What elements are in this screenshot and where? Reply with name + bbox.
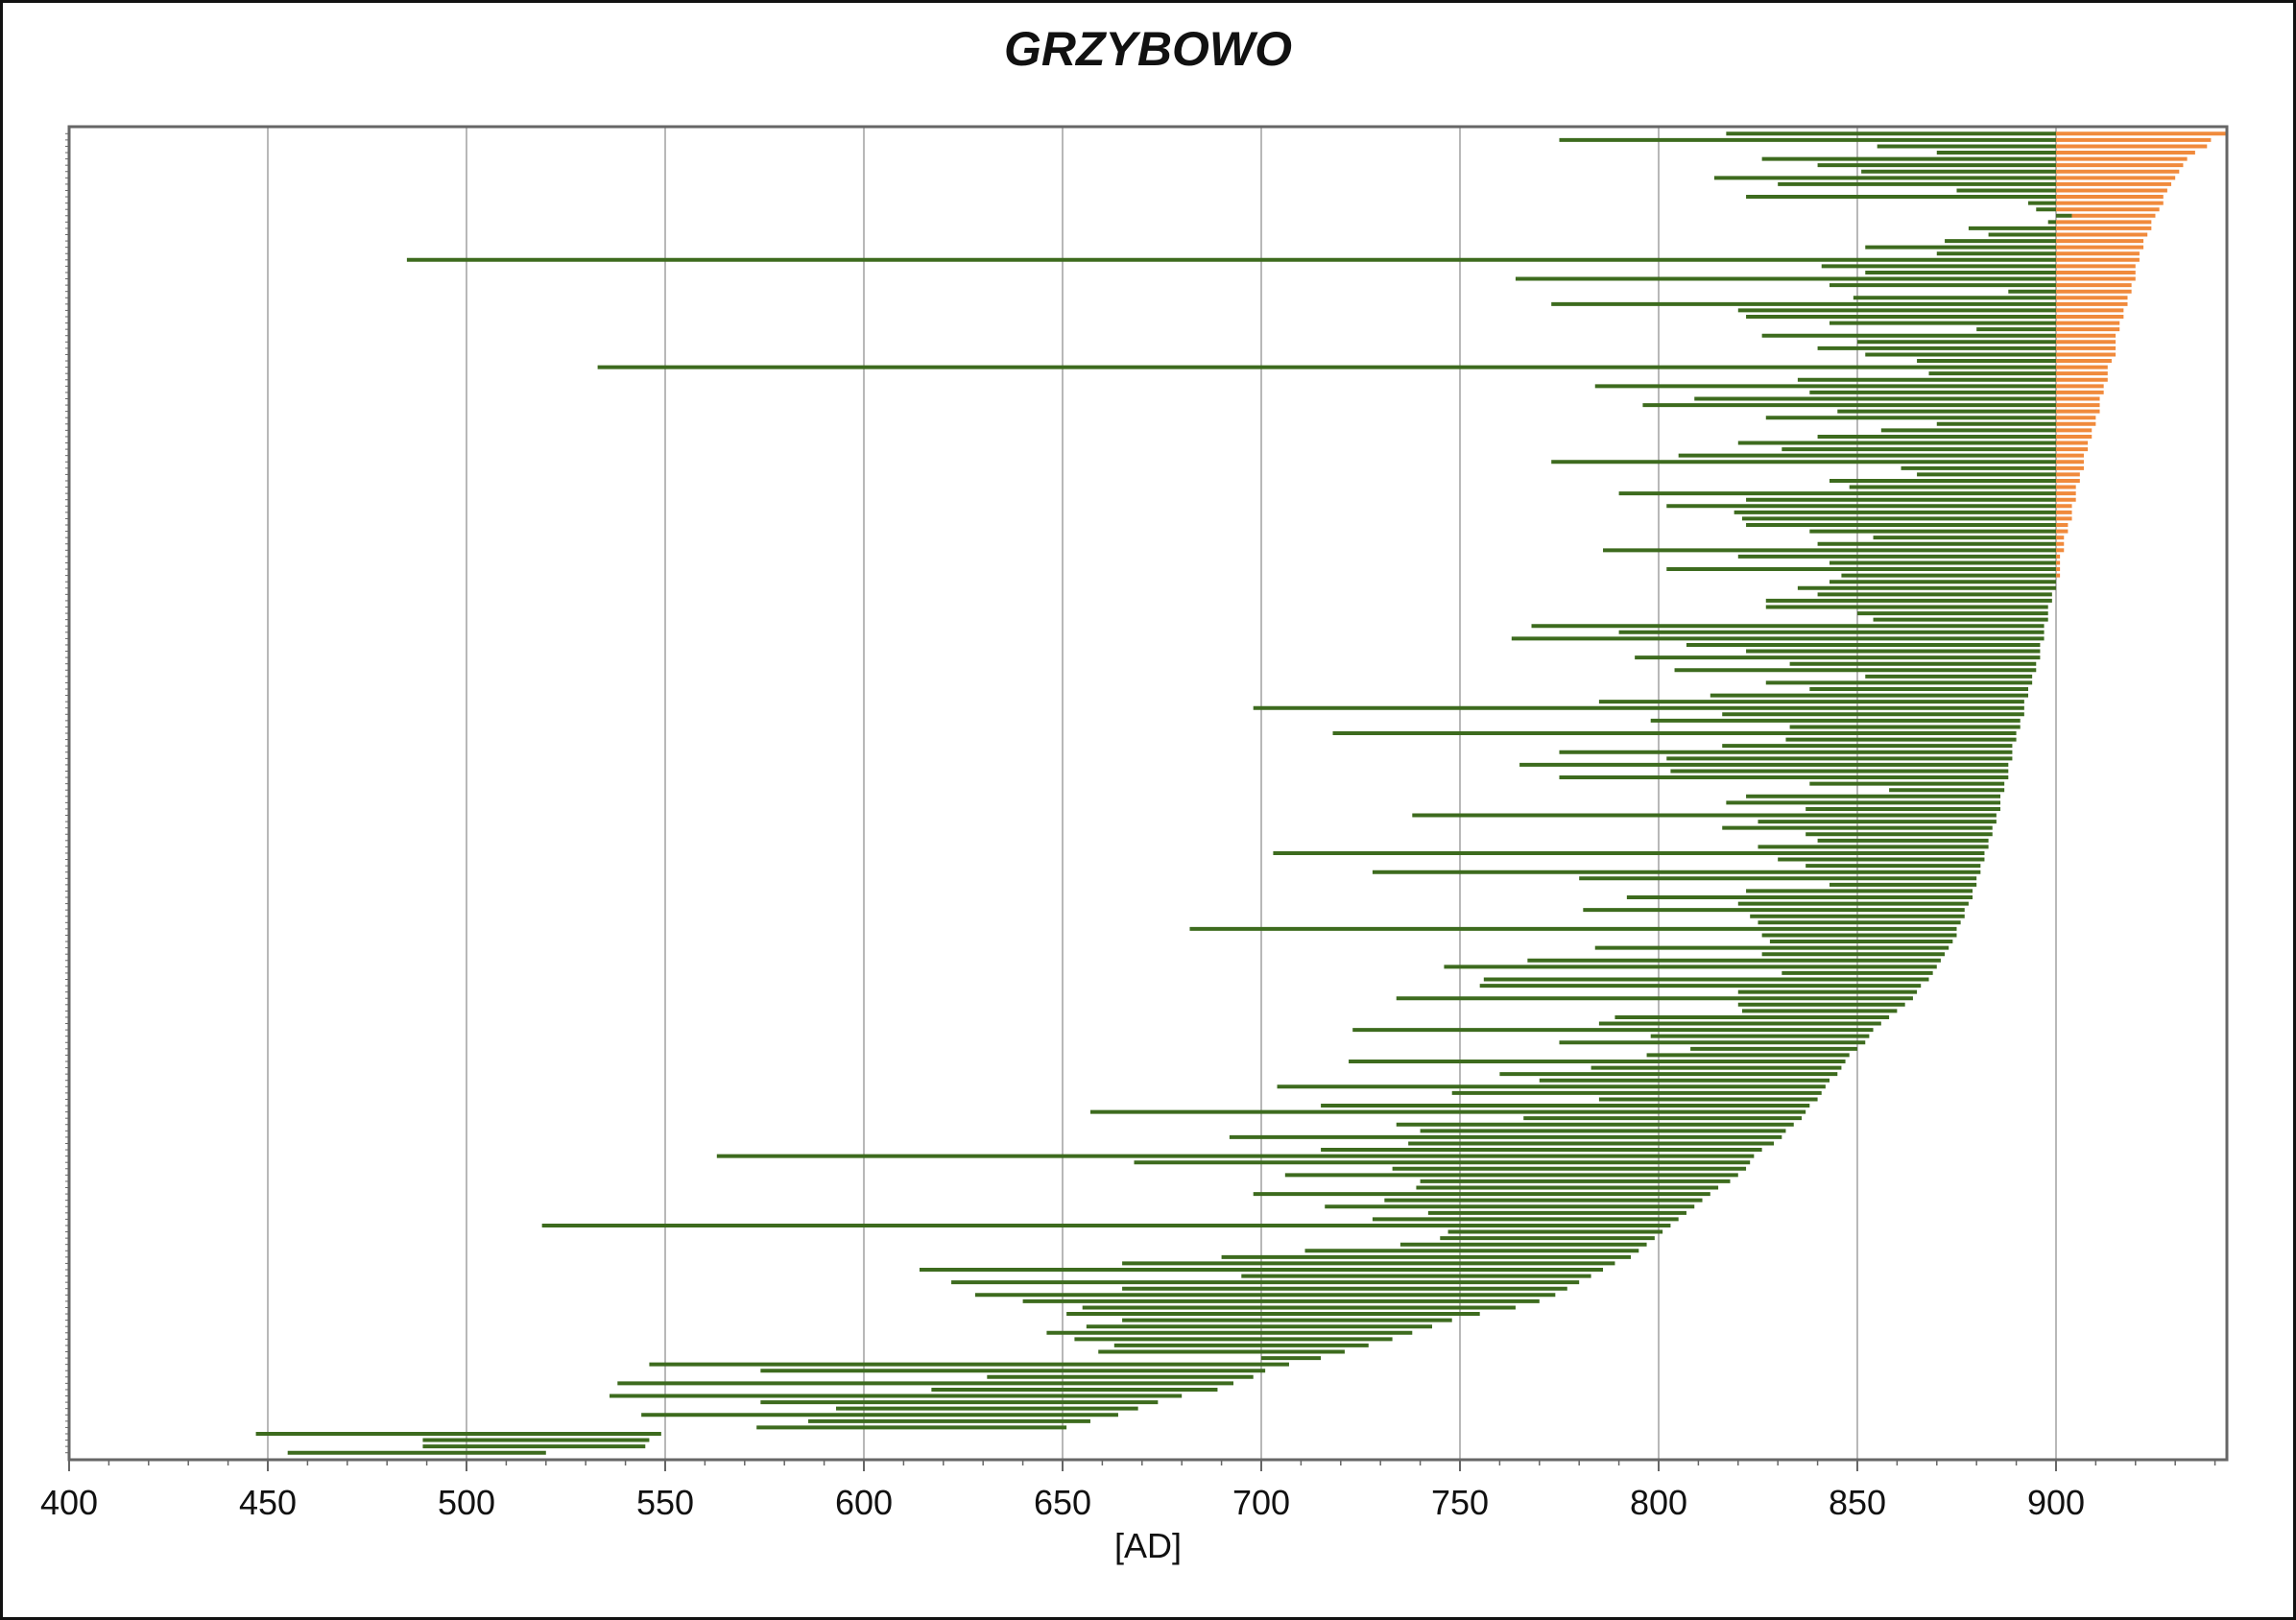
plot-border xyxy=(67,125,2229,1462)
x-tick-label: 400 xyxy=(40,1483,98,1522)
grid-lines xyxy=(266,127,2057,1460)
x-tick-label: 450 xyxy=(239,1483,297,1522)
x-tick-label: 800 xyxy=(1630,1483,1687,1522)
x-tick-label: 750 xyxy=(1431,1483,1489,1522)
x-tick-label: 650 xyxy=(1034,1483,1091,1522)
x-tick-label: 900 xyxy=(2027,1483,2085,1522)
x-tick-label: 550 xyxy=(636,1483,694,1522)
x-tick-label: 500 xyxy=(438,1483,495,1522)
range-bars xyxy=(255,131,2227,1455)
x-axis-label: [AD] xyxy=(1113,1526,1182,1565)
x-tick-label: 700 xyxy=(1232,1483,1290,1522)
axes: 400 450 500 550 600 650 700 750 800 850 900 xyxy=(40,125,2229,1522)
chart-title: GRZYBOWO xyxy=(1004,22,1292,76)
x-tick-label: 850 xyxy=(1829,1483,1886,1522)
x-tick-label: 600 xyxy=(835,1483,893,1522)
